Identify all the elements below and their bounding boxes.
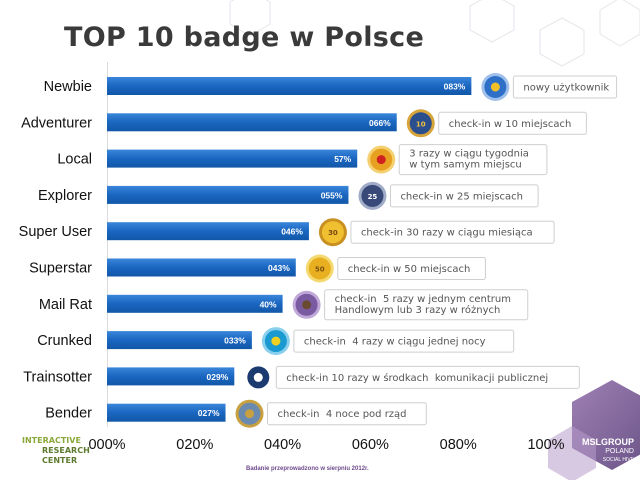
category-label-bender: Bender <box>45 406 92 422</box>
annotation-text-superstar-1: check-in w 50 miejscach <box>348 264 471 275</box>
bender-badge-icon <box>235 399 264 428</box>
x-tick-label-4: 080% <box>440 437 477 453</box>
super-user-badge-icon: 30 <box>318 218 347 247</box>
mslgroup-logo: MSLGROUP POLAND SOCIAL HIVE <box>574 438 634 465</box>
footnote: Badanie przeprowadzono w sierpniu 2012r. <box>246 466 369 472</box>
badge-text-super-user: 30 <box>328 229 338 237</box>
category-label-newbie: Newbie <box>44 79 92 95</box>
logo-line-2: RESEARCH <box>42 446 90 455</box>
value-label-explorer: 055% <box>321 190 343 200</box>
badge-text-adventurer: 10 <box>416 120 426 128</box>
bar-explorer <box>107 185 349 204</box>
annotation-text-super-user-1: check-in 30 razy w ciągu miesiąca <box>361 228 533 239</box>
bar-bender <box>107 403 226 422</box>
page-title: TOP 10 badge w Polsce <box>64 22 425 53</box>
value-label-mail-rat: 40% <box>260 299 277 309</box>
annotation-text-explorer-1: check-in w 25 miejscach <box>400 191 523 202</box>
annotation-bender: check-in 4 noce pod rząd <box>267 402 427 426</box>
value-label-local: 57% <box>334 154 351 164</box>
value-label-bender: 027% <box>198 408 220 418</box>
category-label-super-user: Super User <box>19 224 93 240</box>
adventurer-badge-icon: 10 <box>406 109 435 138</box>
annotation-crunked: check-in 4 razy w ciągu jednej nocy <box>293 329 515 353</box>
superstar-badge-icon: 50 <box>305 254 334 283</box>
annotation-text-trainsotter-1: check-in 10 razy w środkach komunikacji … <box>286 372 548 384</box>
bar-mail-rat <box>107 294 283 313</box>
annotation-newbie: nowy użytkownik <box>512 75 618 99</box>
annotation-text-local-1: 3 razy w ciągu tygodnia <box>409 149 529 160</box>
bar-newbie <box>107 77 472 95</box>
category-label-mail-rat: Mail Rat <box>39 297 92 313</box>
annotation-trainsotter: check-in 10 razy w środkach komunikacji … <box>275 365 580 389</box>
badge-text-superstar: 50 <box>315 266 325 274</box>
x-tick-label-1: 020% <box>176 437 213 453</box>
annotation-text-bender-1: check-in 4 noce pod rząd <box>278 409 407 420</box>
bar-crunked <box>107 331 252 350</box>
x-tick-label-5: 100% <box>527 437 564 453</box>
explorer-badge-icon: 25 <box>358 181 387 210</box>
newbie-badge-icon <box>481 73 510 101</box>
msl-logo-line-1: MSLGROUP <box>581 437 634 447</box>
annotation-text-crunked-1: check-in 4 razy w ciągu jednej nocy <box>304 337 486 348</box>
annotation-text-local-2: w tym samym miejscu <box>409 160 522 171</box>
badge-text-explorer: 25 <box>368 193 378 201</box>
x-tick-label-3: 060% <box>352 437 389 453</box>
category-label-explorer: Explorer <box>38 188 92 204</box>
annotation-super-user: check-in 30 razy w ciągu miesiąca <box>350 220 555 244</box>
value-label-superstar: 043% <box>268 263 290 273</box>
trainsotter-badge-icon <box>244 363 273 392</box>
logo-line-1: INTERACTIVE <box>22 436 81 445</box>
y-axis-line <box>107 62 108 427</box>
value-label-crunked: 033% <box>224 336 246 346</box>
logo-line-3: CENTER <box>42 456 78 465</box>
value-label-trainsotter: 029% <box>207 372 229 382</box>
category-label-adventurer: Adventurer <box>21 115 92 131</box>
crunked-badge-icon <box>261 327 290 356</box>
annotation-text-adventurer-1: check-in w 10 miejscach <box>449 119 572 130</box>
value-label-super-user: 046% <box>281 227 303 237</box>
annotation-mail-rat: check-in 5 razy w jednym centrumHandlowy… <box>324 289 529 321</box>
local-badge-icon <box>367 145 396 174</box>
bar-local <box>107 149 358 168</box>
value-label-newbie: 083% <box>444 82 466 92</box>
annotation-explorer: check-in w 25 miejscach <box>389 184 539 208</box>
category-label-superstar: Superstar <box>29 261 92 277</box>
bar-adventurer <box>107 113 397 132</box>
category-label-crunked: Crunked <box>37 333 92 349</box>
value-label-adventurer: 066% <box>369 118 391 128</box>
x-tick-label-2: 040% <box>264 437 301 453</box>
msl-logo-line-3: SOCIAL HIVE <box>602 457 634 463</box>
category-label-local: Local <box>57 152 92 168</box>
bar-trainsotter <box>107 367 235 386</box>
annotation-text-newbie-1: nowy użytkownik <box>523 83 609 94</box>
bar-superstar <box>107 258 296 277</box>
x-tick-label-0: 000% <box>88 437 125 453</box>
annotation-superstar: check-in w 50 miejscach <box>337 257 486 280</box>
bar-super-user <box>107 222 309 241</box>
category-label-trainsotter: Trainsotter <box>23 369 92 385</box>
annotation-text-mail-rat-2: Handlowym lub 3 razy w różnych <box>335 304 501 316</box>
annotation-adventurer: check-in w 10 miejscach <box>438 111 587 135</box>
mail-rat-badge-icon <box>292 290 321 319</box>
annotation-text-mail-rat-1: check-in 5 razy w jednym centrum <box>335 294 511 305</box>
interactive-research-center-logo: INTERACTIVE RESEARCH CENTER <box>22 436 90 466</box>
msl-logo-line-2: POLAND <box>605 448 634 455</box>
